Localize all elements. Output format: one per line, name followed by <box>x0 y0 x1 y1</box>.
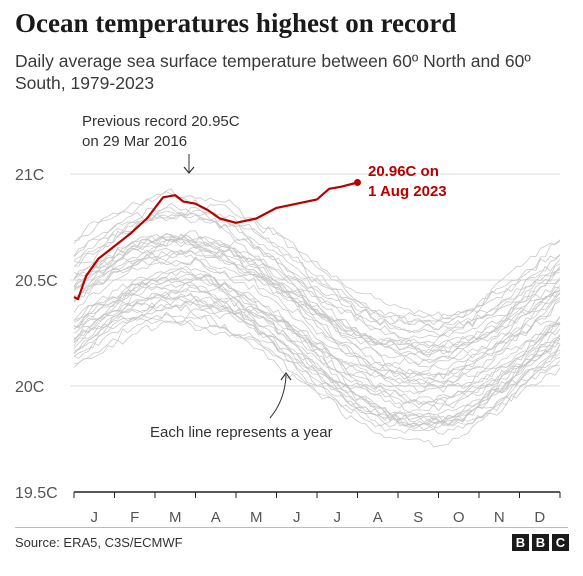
year-line <box>73 250 561 356</box>
annotation-new-record-line2: 1 Aug 2023 <box>368 183 447 200</box>
year-line <box>73 267 561 407</box>
x-tick-label: J <box>293 509 301 526</box>
bbc-logo-b1: B <box>512 534 529 551</box>
year-line <box>73 230 561 355</box>
year-line <box>73 214 561 339</box>
chart-title: Ocean temperatures highest on record <box>15 8 457 38</box>
y-tick-label: 21C <box>15 167 44 184</box>
each-line-pointer <box>269 374 287 419</box>
footer-divider <box>15 527 568 528</box>
x-tick-label: D <box>534 509 545 526</box>
year-line <box>73 281 561 395</box>
year-line <box>73 320 561 435</box>
x-tick-label: N <box>494 509 505 526</box>
x-tick-label: S <box>413 509 423 526</box>
record-point <box>354 178 361 186</box>
x-tick-label: M <box>169 509 182 526</box>
year-line <box>73 234 561 333</box>
year-line <box>73 300 561 425</box>
bbc-logo-c: C <box>552 534 569 551</box>
year-line <box>73 265 561 407</box>
year-line <box>73 233 561 347</box>
year-line <box>73 257 561 371</box>
y-tick-label: 20C <box>15 379 44 396</box>
annotation-new-record-line1: 20.96C on <box>368 163 439 180</box>
y-tick-label: 19.5C <box>15 485 58 502</box>
x-tick-label: J <box>334 509 342 526</box>
x-tick-label: J <box>91 509 99 526</box>
year-line <box>73 276 561 406</box>
year-line <box>73 293 561 428</box>
year-line <box>73 299 561 417</box>
year-line <box>73 234 561 347</box>
year-line <box>73 302 561 430</box>
y-tick-label: 20.5C <box>15 273 58 290</box>
year-line <box>73 233 561 350</box>
year-line <box>73 235 561 354</box>
year-line <box>73 288 561 421</box>
x-tick-label: O <box>453 509 465 526</box>
year-line <box>73 256 561 386</box>
x-tick-label: M <box>250 509 263 526</box>
series-2023-line <box>73 181 358 301</box>
each-line-arrowhead <box>280 371 292 381</box>
x-tick-label: A <box>211 509 221 526</box>
chart-subtitle: Daily average sea surface temperature be… <box>15 51 531 93</box>
year-line <box>73 275 561 395</box>
x-tick-label: A <box>373 509 383 526</box>
year-line <box>73 213 561 321</box>
year-line <box>73 284 561 424</box>
source-text: Source: ERA5, C3S/ECMWF <box>15 535 183 550</box>
line-chart: 21C 20.5C 20C 19.5C J F M A M J J A S O N D Previous r… <box>15 113 561 526</box>
annotation-previous-record-line1: Previous record 20.95C <box>82 113 240 130</box>
previous-record-arrowhead <box>183 166 195 174</box>
year-line <box>73 191 561 326</box>
year-line <box>73 291 561 409</box>
year-line <box>73 270 561 389</box>
year-line <box>73 282 561 425</box>
x-tick-label: F <box>130 509 139 526</box>
bbc-logo-b2: B <box>532 534 549 551</box>
annotation-previous-record-line2: on 29 Mar 2016 <box>82 133 187 150</box>
year-line <box>73 293 561 385</box>
year-line <box>73 206 561 325</box>
year-line <box>73 311 561 428</box>
year-line <box>73 188 561 322</box>
bbc-logo: B B C <box>512 534 569 551</box>
annotation-each-line: Each line represents a year <box>150 424 333 441</box>
